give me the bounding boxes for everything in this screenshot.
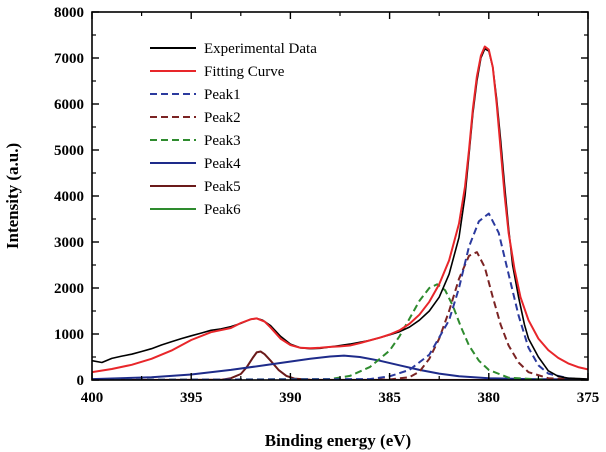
x-tick-label: 375 xyxy=(577,390,600,406)
y-tick-label: 2000 xyxy=(54,281,84,297)
plot-area xyxy=(92,12,588,380)
legend-label: Peak4 xyxy=(204,156,241,172)
x-tick-label: 390 xyxy=(279,390,302,406)
y-tick-label: 7000 xyxy=(54,51,84,67)
legend-label: Peak6 xyxy=(204,202,241,218)
legend-label: Peak2 xyxy=(204,110,241,126)
axes-layer: 400 395 390 385 380 375 0 1000 2000 3000 4000 5000 6… xyxy=(54,5,599,406)
y-tick-label: 0 xyxy=(77,373,85,389)
y-tick-label: 1000 xyxy=(54,327,84,343)
y-tick-label: 5000 xyxy=(54,143,84,159)
x-axis-title: Binding energy (eV) xyxy=(265,431,411,450)
legend-label: Experimental Data xyxy=(204,41,317,57)
y-tick-label: 6000 xyxy=(54,97,84,113)
x-tick-label: 395 xyxy=(180,390,203,406)
y-tick-label: 4000 xyxy=(54,189,84,205)
legend: Experimental Data Fitting Curve Peak1 Peak2… xyxy=(150,41,317,218)
y-tick-label: 8000 xyxy=(54,5,84,21)
y-tick-label: 3000 xyxy=(54,235,84,251)
x-tick-label: 400 xyxy=(81,390,104,406)
series-line-peak5 xyxy=(92,350,588,380)
series-line-peak2 xyxy=(92,251,588,380)
legend-label: Peak5 xyxy=(204,179,241,195)
series-line-fitting-curve xyxy=(92,45,588,374)
series-line-peak4 xyxy=(92,354,588,380)
x-tick-label: 385 xyxy=(378,390,401,406)
legend-label: Fitting Curve xyxy=(204,64,285,80)
plot-background xyxy=(92,12,588,380)
series-line-peak3 xyxy=(92,283,549,380)
series-layer xyxy=(92,45,588,380)
legend-label: Peak1 xyxy=(204,87,241,103)
x-tick-label: 380 xyxy=(478,390,501,406)
y-axis-title: Intensity (a.u.) xyxy=(3,143,22,249)
legend-label: Peak3 xyxy=(204,133,241,149)
series-line-peak1 xyxy=(92,212,588,380)
